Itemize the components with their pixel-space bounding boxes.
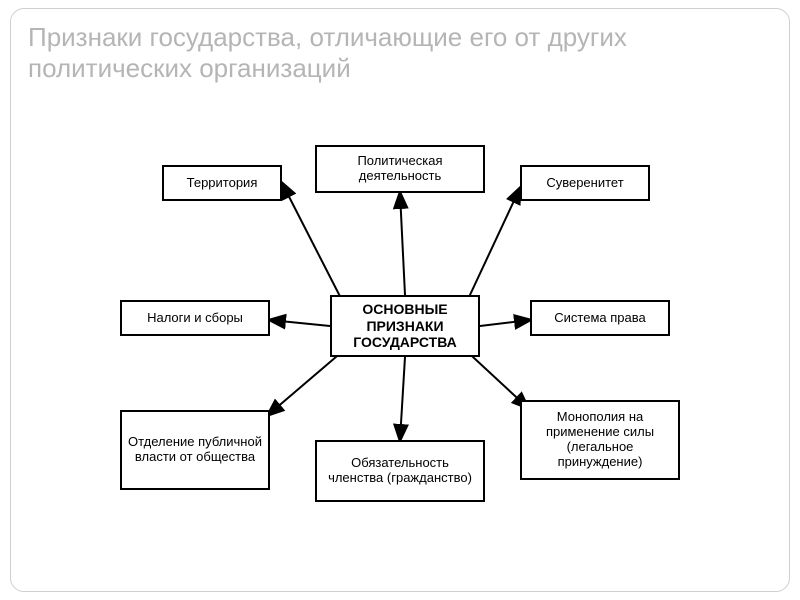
node-label: Политическая деятельность — [323, 154, 477, 184]
node-label: Монополия на применение силы (легальное … — [528, 410, 672, 470]
node-label: Обязательность членства (гражданство) — [323, 456, 477, 486]
slide-title: Признаки государства, отличающие его от … — [28, 22, 772, 84]
center-node-label: ОСНОВНЫЕ ПРИЗНАКИ ГОСУДАРСТВА — [338, 301, 472, 351]
node-sovereignty: Суверенитет — [520, 165, 650, 201]
node-label: Территория — [187, 176, 258, 191]
node-political: Политическая деятельность — [315, 145, 485, 193]
node-label: Система права — [554, 311, 645, 326]
node-label: Суверенитет — [546, 176, 623, 191]
node-law: Система права — [530, 300, 670, 336]
slide: Признаки государства, отличающие его от … — [0, 0, 800, 600]
center-node: ОСНОВНЫЕ ПРИЗНАКИ ГОСУДАРСТВА — [330, 295, 480, 357]
node-taxes: Налоги и сборы — [120, 300, 270, 336]
node-monopoly: Монополия на применение силы (легальное … — [520, 400, 680, 480]
arrow-membership — [400, 357, 405, 440]
arrow-law — [480, 320, 530, 326]
node-label: Налоги и сборы — [147, 311, 243, 326]
diagram-area: ОСНОВНЫЕ ПРИЗНАКИ ГОСУДАРСТВА Территория П… — [100, 120, 700, 560]
arrow-political — [400, 193, 405, 295]
arrow-taxes — [270, 320, 330, 326]
node-territory: Территория — [162, 165, 282, 201]
arrow-sovereignty — [462, 188, 520, 312]
node-membership: Обязательность членства (гражданство) — [315, 440, 485, 502]
node-power: Отделение публичной власти от общества — [120, 410, 270, 490]
arrow-territory — [282, 183, 348, 312]
node-label: Отделение публичной власти от общества — [128, 435, 262, 465]
